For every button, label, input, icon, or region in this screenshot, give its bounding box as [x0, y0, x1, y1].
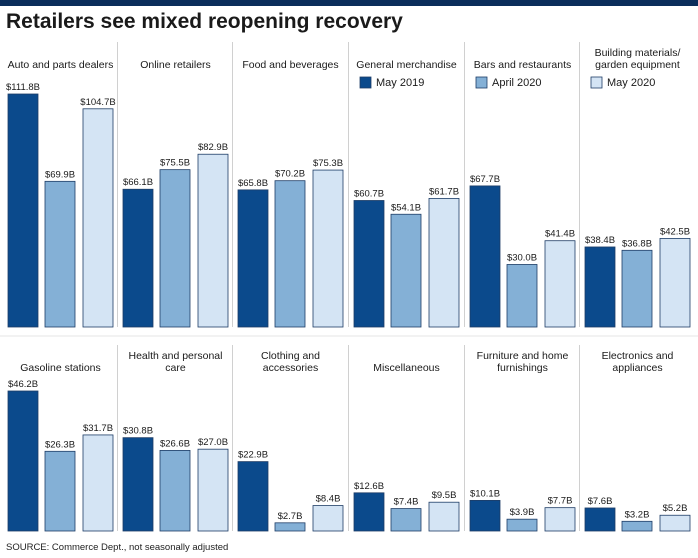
bar-value-label: $7.4B: [394, 497, 419, 508]
bar-value-label: $69.9B: [45, 169, 75, 180]
category-label: garden equipment: [595, 59, 680, 71]
bar-value-label: $75.5B: [160, 158, 190, 169]
legend-label: April 2020: [492, 77, 542, 89]
bar-value-label: $41.4B: [545, 229, 575, 240]
category-label: appliances: [612, 362, 662, 374]
legend-label: May 2020: [607, 77, 655, 89]
bar: [159, 449, 191, 532]
legend-swatch: [475, 76, 488, 89]
bar: [122, 437, 154, 532]
bar-value-label: $3.2B: [625, 509, 650, 520]
bar: [237, 461, 269, 532]
bar-value-label: $2.7B: [278, 511, 303, 522]
bar: [274, 522, 306, 532]
bar-value-label: $42.5B: [660, 226, 690, 237]
bar-value-label: $9.5B: [432, 490, 457, 501]
bar: [7, 390, 39, 532]
bar-value-label: $75.3B: [313, 158, 343, 169]
bar-value-label: $10.1B: [470, 488, 500, 499]
legend-swatch: [359, 76, 372, 89]
bar-value-label: $27.0B: [198, 437, 228, 448]
category-label: accessories: [263, 362, 318, 374]
bar: [584, 507, 616, 532]
bar: [506, 264, 538, 328]
bar: [428, 198, 460, 328]
chart-title: Retailers see mixed reopening recovery: [6, 10, 403, 33]
bar: [469, 185, 501, 328]
bar-value-label: $8.4B: [316, 494, 341, 505]
category-label: Online retailers: [140, 59, 211, 71]
bar-value-label: $66.1B: [123, 177, 153, 188]
bar-value-label: $7.7B: [548, 496, 573, 507]
bar-value-label: $5.2B: [663, 503, 688, 514]
bar-value-label: $65.8B: [238, 178, 268, 189]
bar-value-label: $111.8B: [6, 82, 40, 93]
bar: [621, 249, 653, 328]
bar: [469, 499, 501, 532]
bar-value-label: $60.7B: [354, 188, 384, 199]
bar: [584, 246, 616, 328]
bar: [390, 213, 422, 328]
bar-value-label: $3.9B: [510, 507, 535, 518]
bar-value-label: $30.0B: [507, 252, 537, 263]
bar-value-label: $61.7B: [429, 186, 459, 197]
bar-value-label: $7.6B: [588, 496, 613, 507]
bar-value-label: $67.7B: [470, 174, 500, 185]
bar-value-label: $104.7B: [80, 97, 115, 108]
category-label: furnishings: [497, 362, 548, 374]
bar: [659, 514, 691, 532]
bar: [197, 448, 229, 532]
category-label: Building materials/: [595, 47, 681, 59]
category-label: Auto and parts dealers: [8, 59, 114, 71]
bar-value-label: $54.1B: [391, 202, 421, 213]
bar-value-label: $31.7B: [83, 423, 113, 434]
bar: [44, 180, 76, 328]
category-label: Furniture and home: [477, 350, 569, 362]
bar-value-label: $38.4B: [585, 235, 615, 246]
bar: [428, 501, 460, 532]
bar-value-label: $26.6B: [160, 438, 190, 449]
source-note: SOURCE: Commerce Dept., not seasonally a…: [6, 542, 229, 553]
bar: [237, 189, 269, 328]
bar: [159, 169, 191, 328]
bar: [197, 153, 229, 328]
category-label: care: [165, 362, 186, 374]
bar: [390, 508, 422, 532]
category-label: General merchandise: [356, 59, 457, 71]
legend-label: May 2019: [376, 77, 424, 89]
bar: [506, 518, 538, 532]
bar-value-label: $82.9B: [198, 142, 228, 153]
bar-value-label: $46.2B: [8, 379, 38, 390]
category-label: Electronics and: [602, 350, 674, 362]
bar-value-label: $36.8B: [622, 238, 652, 249]
bar: [659, 238, 691, 328]
bar: [621, 520, 653, 532]
bar: [82, 108, 114, 328]
bar: [544, 240, 576, 328]
top-bar: [0, 0, 698, 6]
bar: [82, 434, 114, 532]
bar-value-label: $12.6B: [354, 481, 384, 492]
bar: [544, 507, 576, 532]
bar: [44, 450, 76, 532]
category-label: Food and beverages: [242, 59, 338, 71]
bar-value-label: $30.8B: [123, 426, 153, 437]
bar: [312, 169, 344, 328]
bar: [353, 492, 385, 532]
category-label: Clothing and: [261, 350, 320, 362]
bar: [312, 505, 344, 532]
category-label: Bars and restaurants: [474, 59, 571, 71]
bar: [353, 200, 385, 328]
category-label: Gasoline stations: [20, 362, 101, 374]
category-label: Health and personal: [129, 350, 223, 362]
legend-swatch: [590, 76, 603, 89]
bar: [122, 188, 154, 328]
bar: [274, 180, 306, 328]
bar-value-label: $26.3B: [45, 439, 75, 450]
category-label: Miscellaneous: [373, 362, 440, 374]
bar: [7, 93, 39, 328]
bar-value-label: $22.9B: [238, 450, 268, 461]
bar-value-label: $70.2B: [275, 169, 305, 180]
